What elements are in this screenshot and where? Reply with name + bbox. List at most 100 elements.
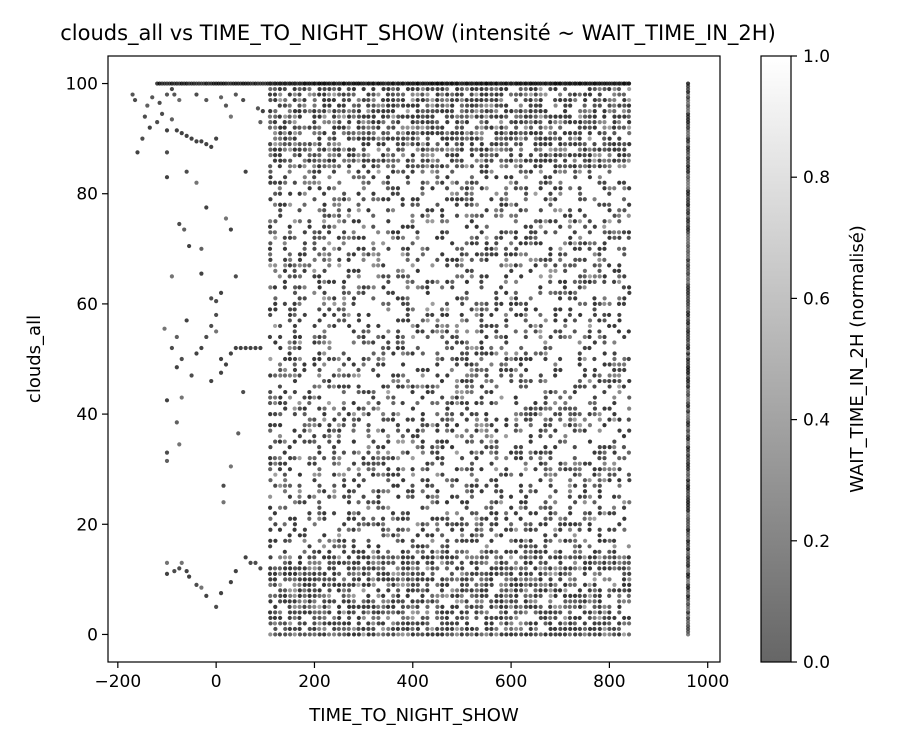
- scatter-point: [297, 400, 302, 406]
- scatter-point: [474, 566, 479, 571]
- scatter-point: [582, 103, 587, 108]
- scatter-point: [553, 147, 558, 152]
- scatter-point: [445, 423, 450, 428]
- scatter-point: [221, 500, 226, 505]
- scatter-point: [567, 489, 573, 494]
- scatter-point: [563, 604, 568, 610]
- scatter-point: [327, 257, 332, 262]
- scatter-point: [342, 191, 347, 196]
- scatter-point: [499, 164, 504, 169]
- scatter-point: [612, 560, 617, 565]
- scatter-point: [479, 329, 484, 334]
- scatter-point: [346, 373, 351, 378]
- scatter-point: [406, 549, 411, 554]
- scatter-point: [292, 367, 298, 373]
- scatter-point: [297, 345, 302, 351]
- scatter-point: [297, 632, 303, 637]
- scatter-point: [307, 456, 312, 461]
- scatter-point: [317, 252, 322, 257]
- scatter-point: [523, 312, 528, 318]
- scatter-point: [287, 571, 293, 576]
- scatter-point: [548, 252, 553, 257]
- scatter-point: [307, 125, 312, 130]
- scatter-point: [494, 571, 499, 576]
- scatter-point: [317, 593, 322, 598]
- scatter-point: [553, 97, 558, 103]
- scatter-point: [410, 158, 415, 163]
- scatter-point: [341, 312, 347, 318]
- scatter-point: [341, 610, 346, 615]
- scatter-point: [337, 610, 342, 615]
- scatter-point: [297, 263, 302, 268]
- scatter-point: [410, 164, 415, 169]
- scatter-point: [278, 131, 283, 136]
- scatter-point: [592, 599, 597, 604]
- scatter-point: [567, 615, 573, 621]
- scatter-point: [538, 571, 543, 576]
- scatter-point: [396, 114, 401, 119]
- scatter-point: [292, 147, 297, 152]
- scatter-point: [277, 566, 282, 571]
- scatter-point: [528, 235, 533, 240]
- scatter-point: [523, 92, 528, 97]
- scatter-point: [386, 439, 391, 444]
- scatter-point: [597, 538, 602, 543]
- scatter-point: [386, 147, 391, 152]
- scatter-point: [484, 241, 489, 246]
- scatter-point: [278, 588, 283, 593]
- scatter-point: [390, 290, 395, 295]
- scatter-point: [361, 257, 366, 262]
- scatter-point: [533, 142, 538, 147]
- scatter-point: [327, 494, 332, 499]
- scatter-point: [484, 108, 489, 114]
- scatter-point: [410, 566, 415, 571]
- scatter-point: [538, 577, 543, 582]
- scatter-point: [518, 252, 523, 257]
- scatter-point: [587, 516, 593, 521]
- scatter-point: [341, 114, 347, 119]
- scatter-point: [538, 219, 543, 224]
- scatter-point: [548, 599, 553, 604]
- scatter-point: [346, 356, 351, 362]
- scatter-point: [454, 599, 460, 604]
- scatter-point: [337, 263, 342, 268]
- scatter-point: [435, 318, 440, 323]
- scatter-point: [400, 125, 405, 130]
- scatter-point: [582, 571, 587, 576]
- scatter-point: [450, 478, 455, 483]
- scatter-point: [282, 560, 288, 565]
- scatter-point: [523, 555, 528, 560]
- scatter-point: [558, 610, 563, 615]
- scatter-point: [277, 103, 282, 108]
- scatter-point: [553, 208, 558, 213]
- scatter-point: [400, 604, 406, 610]
- scatter-point: [592, 356, 597, 362]
- scatter-point: [577, 494, 582, 499]
- scatter-point: [602, 378, 607, 384]
- scatter-point: [297, 153, 302, 158]
- scatter-point: [322, 202, 327, 207]
- scatter-point: [361, 114, 366, 119]
- scatter-point: [283, 538, 288, 543]
- scatter-point: [518, 566, 524, 571]
- scatter-point: [578, 312, 583, 318]
- scatter-point: [415, 428, 420, 433]
- scatter-point: [587, 323, 593, 329]
- scatter-point: [469, 450, 474, 455]
- scatter-point: [341, 588, 347, 593]
- scatter-point: [449, 577, 454, 582]
- scatter-point: [597, 511, 602, 516]
- scatter-point: [464, 114, 469, 119]
- scatter-point: [513, 219, 518, 224]
- scatter-point: [528, 483, 533, 488]
- scatter-point: [317, 367, 322, 373]
- scatter-point: [607, 136, 612, 141]
- scatter-point: [273, 268, 278, 273]
- scatter-point: [479, 318, 484, 323]
- scatter-point: [380, 97, 386, 103]
- scatter-point: [573, 522, 578, 527]
- scatter-point: [459, 131, 465, 136]
- scatter-point: [346, 593, 351, 598]
- scatter-point: [523, 175, 529, 180]
- scatter-point: [312, 604, 317, 610]
